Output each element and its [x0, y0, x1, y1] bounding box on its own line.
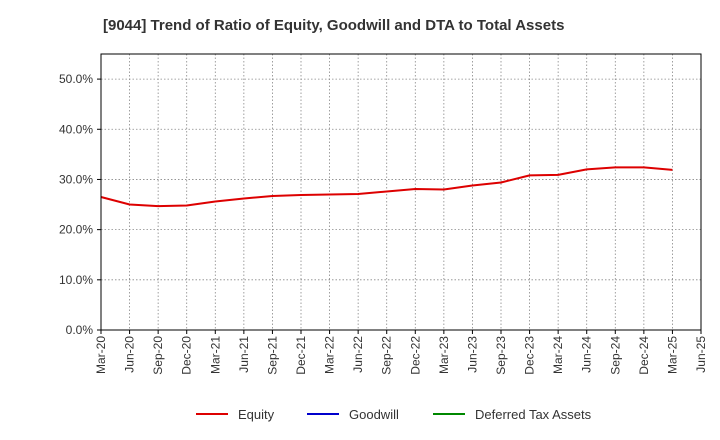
x-tick-label: Dec-23: [523, 336, 537, 375]
x-tick-label: Jun-24: [580, 336, 594, 373]
x-tick-label: Sep-21: [265, 336, 279, 375]
series-line-equity: [100, 166, 673, 208]
legend-label: Equity: [238, 407, 275, 422]
x-tick-label: Jun-22: [351, 336, 365, 373]
y-tick-label: 10.0%: [59, 273, 93, 287]
series-lines: [100, 166, 673, 208]
y-tick-label: 20.0%: [59, 223, 93, 237]
x-tick-label: Mar-22: [323, 336, 337, 374]
x-tick-label: Mar-25: [665, 336, 679, 374]
y-tick-label: 30.0%: [59, 172, 93, 186]
x-tick-label: Sep-24: [608, 336, 622, 375]
x-tick-label: Sep-23: [494, 336, 508, 375]
y-tick-label: 50.0%: [59, 72, 93, 86]
x-tick-label: Sep-20: [151, 336, 165, 375]
x-tick-label: Jun-25: [694, 336, 708, 373]
x-tick-label: Jun-23: [465, 336, 479, 373]
y-axis-ticks: 0.0% 10.0% 20.0% 30.0% 40.0% 50.0%: [59, 72, 101, 337]
x-tick-label: Mar-23: [437, 336, 451, 374]
y-tick-label: 0.0%: [66, 323, 94, 337]
x-tick-label: Jun-21: [237, 336, 251, 373]
plot-frame: [100, 53, 702, 331]
chart-title: [9044] Trend of Ratio of Equity, Goodwil…: [103, 17, 564, 34]
x-tick-label: Dec-21: [294, 336, 308, 375]
x-tick-label: Dec-20: [180, 336, 194, 375]
x-tick-label: Mar-21: [208, 336, 222, 374]
x-tick-label: Mar-20: [94, 336, 108, 374]
legend-label: Goodwill: [349, 407, 399, 422]
x-tick-label: Sep-22: [380, 336, 394, 375]
x-tick-label: Dec-24: [637, 336, 651, 375]
legend: Equity Goodwill Deferred Tax Assets: [196, 407, 592, 422]
x-axis-ticks: Mar-20 Jun-20 Sep-20 Dec-20 Mar-21 Jun-21 Sep-…: [94, 330, 708, 375]
x-tick-label: Jun-20: [123, 336, 137, 373]
grid: [100, 54, 702, 331]
legend-label: Deferred Tax Assets: [475, 407, 592, 422]
x-tick-label: Mar-24: [551, 336, 565, 374]
x-tick-label: Dec-22: [408, 336, 422, 375]
y-tick-label: 40.0%: [59, 122, 93, 136]
